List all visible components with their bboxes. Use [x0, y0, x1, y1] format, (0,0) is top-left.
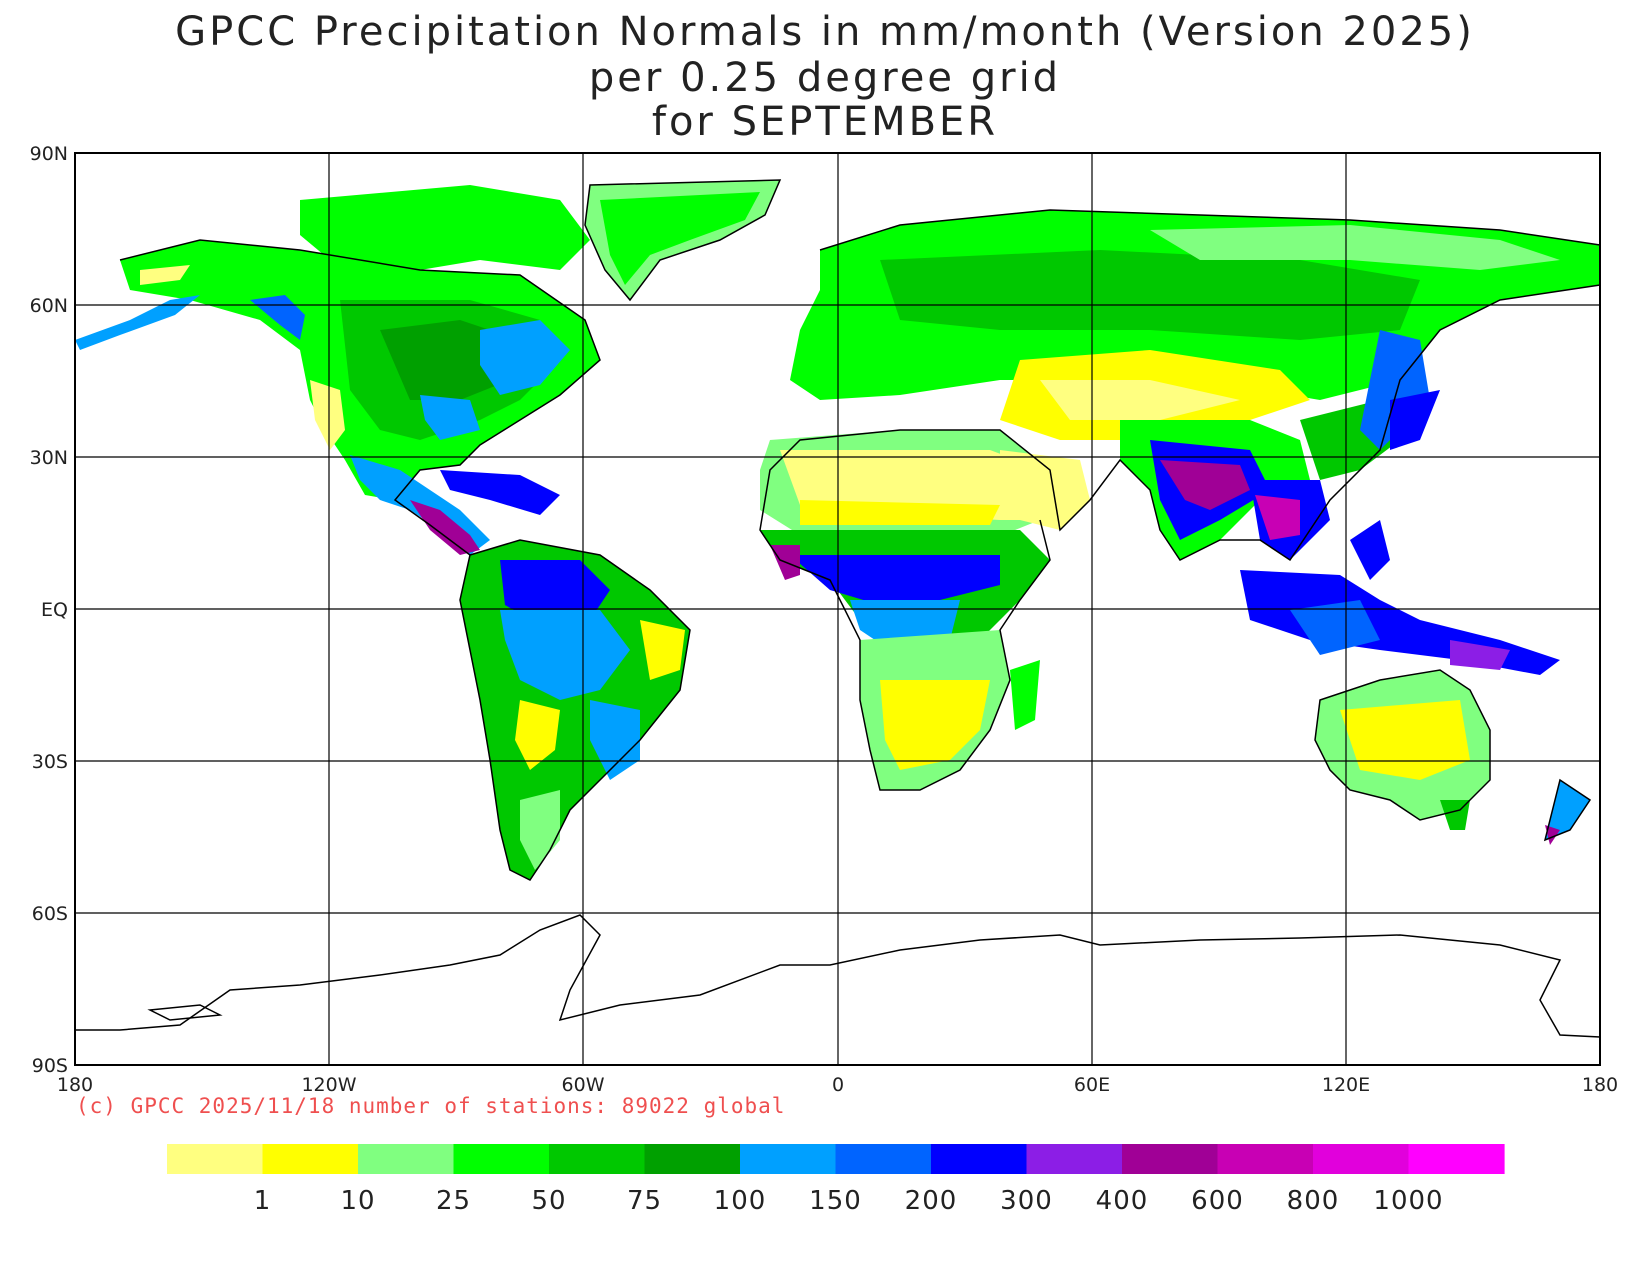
- legend-swatch: [1122, 1144, 1219, 1174]
- lon-label-180w: 180: [57, 1074, 93, 1096]
- chart-title-line-3: for SEPTEMBER: [651, 99, 999, 145]
- lat-label-eq: EQ: [41, 599, 68, 621]
- legend-label: 400: [1096, 1186, 1149, 1216]
- lat-label-30n: 30N: [30, 447, 68, 469]
- legend-label: 1: [254, 1186, 272, 1216]
- legend-label: 1000: [1373, 1186, 1443, 1216]
- gpcc-credit-text: (c) GPCC 2025/11/18 number of stations: …: [76, 1094, 786, 1118]
- legend-swatch: [453, 1144, 550, 1174]
- longitude-labels: 180 120W 60W 0 60E 120E 180: [57, 1074, 1618, 1096]
- graticule: [75, 153, 1600, 1065]
- chart-title-line-1: GPCC Precipitation Normals in mm/month (…: [175, 9, 1475, 55]
- latitude-labels: 90N 60N 30N EQ 30S 60S 90S: [30, 143, 68, 1077]
- legend-color-bar: [167, 1144, 1505, 1174]
- lon-label-180e: 180: [1582, 1074, 1618, 1096]
- legend-label: 75: [627, 1186, 662, 1216]
- legend-labels: 1 10 25 50 75 100 150 200 300 400 600 800 1000: [254, 1186, 1443, 1216]
- legend-label: 25: [436, 1186, 471, 1216]
- lon-label-60w: 60W: [562, 1074, 605, 1096]
- legend-label: 100: [714, 1186, 767, 1216]
- lat-label-60n: 60N: [30, 295, 68, 317]
- legend-swatch: [835, 1144, 932, 1174]
- legend-swatch: [549, 1144, 646, 1174]
- legend-swatch: [358, 1144, 455, 1174]
- lon-label-0: 0: [832, 1074, 844, 1096]
- legend-label: 300: [1000, 1186, 1053, 1216]
- legend-swatch: [1217, 1144, 1314, 1174]
- legend-swatch: [1408, 1144, 1505, 1174]
- legend-label: 10: [340, 1186, 375, 1216]
- lat-label-90n: 90N: [30, 143, 68, 165]
- legend-swatch: [262, 1144, 359, 1174]
- legend-label: 200: [905, 1186, 958, 1216]
- legend-label: 150: [809, 1186, 862, 1216]
- chart-title-line-2: per 0.25 degree grid: [588, 55, 1062, 101]
- legend-swatch: [740, 1144, 837, 1174]
- lon-label-120w: 120W: [301, 1074, 356, 1096]
- legend-label: 600: [1191, 1186, 1244, 1216]
- legend-swatch: [1313, 1144, 1410, 1174]
- lat-label-60s: 60S: [32, 903, 68, 925]
- legend-label: 800: [1287, 1186, 1340, 1216]
- coastlines: [75, 179, 1601, 1038]
- legend-swatch: [644, 1144, 741, 1174]
- legend-swatch: [167, 1144, 264, 1174]
- lon-label-120e: 120E: [1322, 1074, 1370, 1096]
- legend-label: 50: [531, 1186, 566, 1216]
- lat-label-30s: 30S: [32, 751, 68, 773]
- lat-label-90s: 90S: [32, 1055, 68, 1077]
- legend-swatch: [1026, 1144, 1123, 1174]
- lon-label-60e: 60E: [1074, 1074, 1110, 1096]
- legend-swatch: [931, 1144, 1028, 1174]
